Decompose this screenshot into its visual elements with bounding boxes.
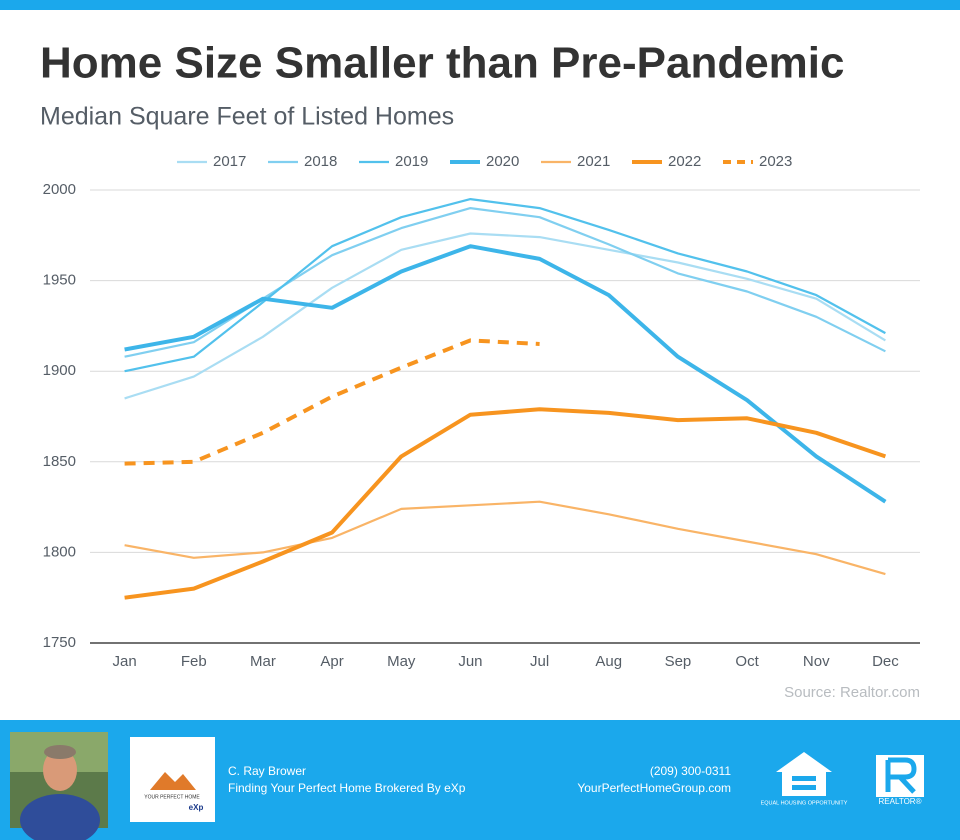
y-tick-label: 1950 xyxy=(43,272,76,289)
eho-bar xyxy=(792,776,816,781)
logo-title: YOUR PERFECT HOME xyxy=(144,794,200,800)
y-tick-label: 1800 xyxy=(43,543,76,560)
y-tick-label: 1850 xyxy=(43,453,76,470)
chart-subtitle: Median Square Feet of Listed Homes xyxy=(40,103,454,131)
realtor-logo: REALTOR® xyxy=(876,755,924,806)
chart-title: Home Size Smaller than Pre-Pandemic xyxy=(40,39,845,88)
agent-name: C. Ray Brower xyxy=(228,764,306,778)
agent-photo xyxy=(10,732,108,840)
realtor-text: REALTOR® xyxy=(879,797,922,806)
eho-bar xyxy=(792,785,816,790)
x-tick-label: Nov xyxy=(803,653,830,670)
x-tick-label: Jul xyxy=(530,653,549,670)
eho-text: EQUAL HOUSING OPPORTUNITY xyxy=(761,800,848,806)
legend-label: 2019 xyxy=(395,153,428,170)
y-tick-label: 1750 xyxy=(43,634,76,651)
equal-housing-logo: EQUAL HOUSING OPPORTUNITY xyxy=(761,752,848,806)
y-tick-label: 2000 xyxy=(43,181,76,198)
photo-face xyxy=(43,749,77,791)
logo-brand: eXp xyxy=(189,803,204,812)
x-tick-label: May xyxy=(387,653,416,670)
legend-label: 2017 xyxy=(213,153,246,170)
x-tick-label: Jun xyxy=(458,653,482,670)
series-line xyxy=(124,198,886,373)
phone: (209) 300-0311 xyxy=(650,764,731,778)
top-bar xyxy=(0,0,960,10)
x-tick-label: Apr xyxy=(320,653,343,670)
x-tick-label: Oct xyxy=(735,653,759,670)
x-tick-label: Sep xyxy=(665,653,692,670)
x-tick-label: Mar xyxy=(250,653,276,670)
series-line xyxy=(124,500,886,576)
logo-mountain xyxy=(150,772,196,790)
legend-label: 2018 xyxy=(304,153,337,170)
legend-label: 2023 xyxy=(759,153,792,170)
legend-label: 2022 xyxy=(668,153,701,170)
agent-tagline: Finding Your Perfect Home Brokered By eX… xyxy=(228,781,466,795)
website: YourPerfectHomeGroup.com xyxy=(577,781,731,795)
x-tick-label: Jan xyxy=(112,653,136,670)
x-tick-label: Dec xyxy=(872,653,899,670)
eho-house xyxy=(776,752,832,796)
realtor-r xyxy=(885,757,917,794)
photo-hair xyxy=(44,745,76,759)
source: Source: Realtor.com xyxy=(784,684,920,701)
series-line xyxy=(124,232,886,400)
series-line xyxy=(124,244,887,504)
series-line xyxy=(124,207,886,358)
series-line xyxy=(124,407,887,600)
series-line xyxy=(124,338,540,466)
y-tick-label: 1900 xyxy=(43,362,76,379)
legend-label: 2020 xyxy=(486,153,519,170)
photo-shirt xyxy=(20,794,100,840)
x-tick-label: Aug xyxy=(595,653,622,670)
x-tick-label: Feb xyxy=(181,653,207,670)
legend-label: 2021 xyxy=(577,153,610,170)
footer: YOUR PERFECT HOME eXp C. Ray Brower Find… xyxy=(0,720,960,840)
